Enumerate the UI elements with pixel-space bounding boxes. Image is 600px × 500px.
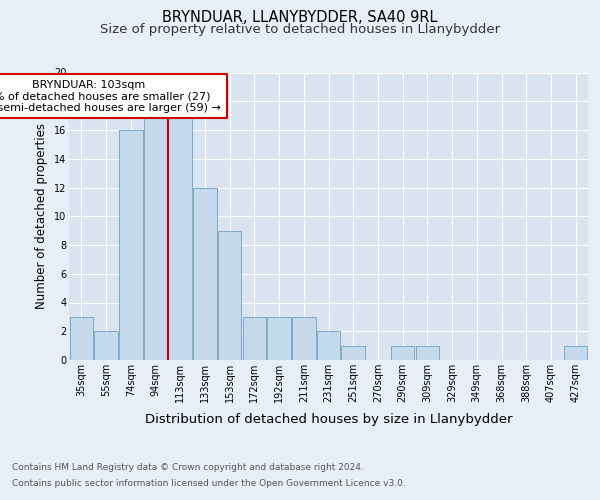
Bar bbox=[268, 317, 291, 360]
Bar bbox=[218, 230, 241, 360]
Text: Contains HM Land Registry data © Crown copyright and database right 2024.: Contains HM Land Registry data © Crown c… bbox=[12, 464, 364, 472]
Bar bbox=[242, 317, 266, 360]
Bar bbox=[317, 331, 340, 360]
Bar bbox=[94, 331, 118, 360]
Bar bbox=[391, 346, 415, 360]
Bar bbox=[169, 116, 192, 360]
Bar bbox=[119, 130, 143, 360]
Text: Distribution of detached houses by size in Llanybydder: Distribution of detached houses by size … bbox=[145, 412, 512, 426]
Text: BRYNDUAR: 103sqm
← 31% of detached houses are smaller (27)
68% of semi-detached : BRYNDUAR: 103sqm ← 31% of detached house… bbox=[0, 80, 221, 113]
Bar bbox=[70, 317, 93, 360]
Bar bbox=[416, 346, 439, 360]
Bar bbox=[144, 116, 167, 360]
Bar bbox=[564, 346, 587, 360]
Text: Size of property relative to detached houses in Llanybydder: Size of property relative to detached ho… bbox=[100, 22, 500, 36]
Bar bbox=[193, 188, 217, 360]
Y-axis label: Number of detached properties: Number of detached properties bbox=[35, 123, 48, 309]
Text: BRYNDUAR, LLANYBYDDER, SA40 9RL: BRYNDUAR, LLANYBYDDER, SA40 9RL bbox=[162, 10, 438, 25]
Bar bbox=[292, 317, 316, 360]
Bar bbox=[341, 346, 365, 360]
Text: Contains public sector information licensed under the Open Government Licence v3: Contains public sector information licen… bbox=[12, 478, 406, 488]
